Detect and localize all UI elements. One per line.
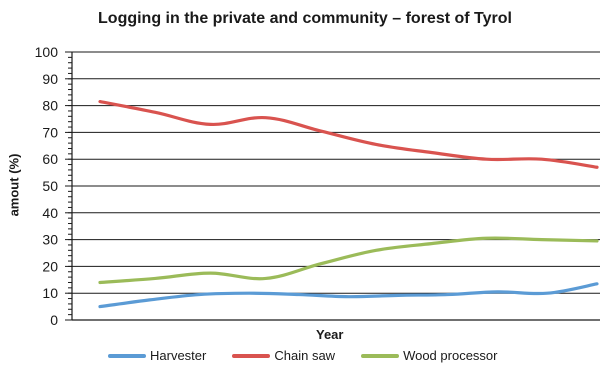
y-tick-label-70: 70 xyxy=(42,124,58,140)
y-tick-label-40: 40 xyxy=(42,205,58,221)
y-tick-label-100: 100 xyxy=(35,44,59,60)
series-line-wood-processor xyxy=(98,236,599,285)
series-line-chain-saw xyxy=(98,99,599,169)
y-tick-label-10: 10 xyxy=(42,285,58,301)
legend-label-chain-saw: Chain saw xyxy=(274,348,336,363)
legend: Harvester Chain saw Wood processor xyxy=(108,348,523,363)
legend-swatch-wood-processor xyxy=(361,353,400,358)
x-axis-label: Year xyxy=(316,327,344,342)
series-line-harvester xyxy=(98,282,599,309)
legend-label-wood-processor: Wood processor xyxy=(403,348,498,363)
y-tick-label-80: 80 xyxy=(42,98,58,114)
legend-item-wood-processor: Wood processor xyxy=(361,348,497,363)
y-tick-label-20: 20 xyxy=(42,258,58,274)
legend-item-harvester: Harvester xyxy=(108,348,206,363)
legend-label-harvester: Harvester xyxy=(150,348,207,363)
y-tick-label-0: 0 xyxy=(50,312,58,328)
chart-title: Logging in the private and community – f… xyxy=(98,10,512,27)
legend-swatch-harvester xyxy=(108,353,146,358)
legend-item-chain-saw: Chain saw xyxy=(232,348,335,363)
y-tick-label-90: 90 xyxy=(42,71,58,87)
y-tick-label-60: 60 xyxy=(42,151,58,167)
y-tick-label-30: 30 xyxy=(42,232,58,248)
y-tick-label-50: 50 xyxy=(42,178,58,194)
legend-swatch-chain-saw xyxy=(232,353,271,358)
